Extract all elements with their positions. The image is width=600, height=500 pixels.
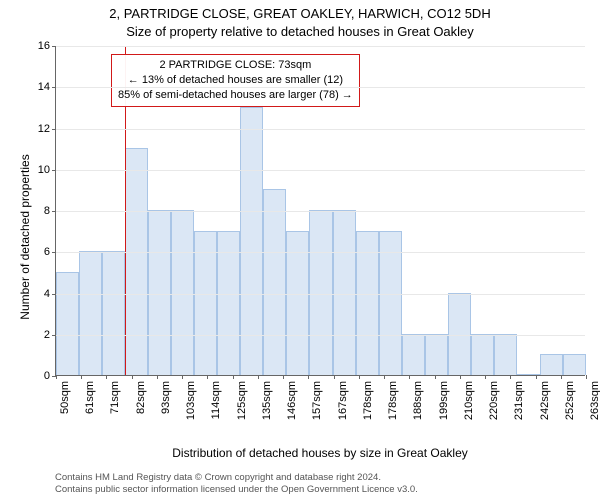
- x-tick-mark: [460, 375, 461, 379]
- y-tick-label: 14: [26, 81, 56, 93]
- x-tick-label: 242sqm: [539, 381, 551, 420]
- x-tick-label: 263sqm: [589, 381, 600, 420]
- x-tick-mark: [207, 375, 208, 379]
- chart-title-line1: 2, PARTRIDGE CLOSE, GREAT OAKLEY, HARWIC…: [0, 6, 600, 21]
- y-tick-label: 0: [26, 370, 56, 382]
- chart-title-line2: Size of property relative to detached ho…: [0, 24, 600, 39]
- y-gridline: [56, 335, 585, 336]
- histogram-bar: [171, 210, 194, 375]
- x-tick-label: 167sqm: [337, 381, 349, 420]
- histogram-bar: [263, 189, 286, 375]
- histogram-bar: [402, 334, 425, 375]
- footer-attribution: Contains HM Land Registry data © Crown c…: [55, 472, 585, 496]
- plot-area: 2 PARTRIDGE CLOSE: 73sqm ← 13% of detach…: [55, 46, 585, 376]
- annotation-line3: 85% of semi-detached houses are larger (…: [118, 88, 353, 103]
- x-tick-mark: [233, 375, 234, 379]
- x-tick-label: 61sqm: [84, 381, 96, 414]
- x-tick-label: 178sqm: [362, 381, 374, 420]
- x-tick-mark: [359, 375, 360, 379]
- x-tick-mark: [182, 375, 183, 379]
- x-tick-mark: [510, 375, 511, 379]
- histogram-bar: [540, 354, 563, 375]
- histogram-bar: [425, 334, 448, 375]
- y-tick-label: 4: [26, 288, 56, 300]
- histogram-bar: [148, 210, 171, 375]
- y-gridline: [56, 252, 585, 253]
- histogram-bar: [56, 272, 79, 375]
- x-tick-mark: [384, 375, 385, 379]
- histogram-bar: [448, 293, 471, 376]
- y-gridline: [56, 170, 585, 171]
- x-tick-label: 210sqm: [463, 381, 475, 420]
- x-tick-mark: [308, 375, 309, 379]
- x-tick-mark: [258, 375, 259, 379]
- x-tick-label: 199sqm: [438, 381, 450, 420]
- annotation-box: 2 PARTRIDGE CLOSE: 73sqm ← 13% of detach…: [111, 54, 360, 107]
- x-tick-label: 188sqm: [412, 381, 424, 420]
- x-tick-mark: [81, 375, 82, 379]
- x-tick-mark: [409, 375, 410, 379]
- x-tick-label: 252sqm: [564, 381, 576, 420]
- footer-line2: Contains public sector information licen…: [55, 484, 585, 496]
- x-tick-mark: [586, 375, 587, 379]
- x-tick-mark: [106, 375, 107, 379]
- x-tick-label: 146sqm: [286, 381, 298, 420]
- x-tick-mark: [283, 375, 284, 379]
- y-tick-label: 16: [26, 40, 56, 52]
- y-tick-label: 8: [26, 205, 56, 217]
- x-tick-mark: [485, 375, 486, 379]
- x-tick-label: 125sqm: [236, 381, 248, 420]
- x-tick-mark: [157, 375, 158, 379]
- histogram-bar: [494, 334, 517, 375]
- y-tick-label: 12: [26, 123, 56, 135]
- x-tick-label: 231sqm: [513, 381, 525, 420]
- histogram-bar: [333, 210, 356, 375]
- y-gridline: [56, 211, 585, 212]
- x-axis-label: Distribution of detached houses by size …: [55, 446, 585, 460]
- annotation-line1: 2 PARTRIDGE CLOSE: 73sqm: [118, 58, 353, 73]
- x-tick-mark: [56, 375, 57, 379]
- footer-line1: Contains HM Land Registry data © Crown c…: [55, 472, 585, 484]
- y-gridline: [56, 129, 585, 130]
- histogram-bar: [125, 148, 148, 375]
- chart-container: 2, PARTRIDGE CLOSE, GREAT OAKLEY, HARWIC…: [0, 0, 600, 500]
- y-tick-label: 2: [26, 329, 56, 341]
- histogram-bar: [471, 334, 494, 375]
- x-tick-label: 114sqm: [210, 381, 222, 419]
- y-tick-label: 6: [26, 246, 56, 258]
- x-tick-mark: [132, 375, 133, 379]
- x-tick-mark: [334, 375, 335, 379]
- x-tick-mark: [561, 375, 562, 379]
- histogram-bar: [563, 354, 586, 375]
- y-gridline: [56, 87, 585, 88]
- x-tick-label: 82sqm: [135, 381, 147, 414]
- x-tick-label: 103sqm: [185, 381, 197, 420]
- histogram-bar: [102, 251, 125, 375]
- x-tick-label: 157sqm: [311, 381, 323, 420]
- annotation-line2: ← 13% of detached houses are smaller (12…: [118, 73, 353, 88]
- y-gridline: [56, 46, 585, 47]
- histogram-bar: [79, 251, 102, 375]
- x-tick-mark: [536, 375, 537, 379]
- x-tick-label: 135sqm: [261, 381, 273, 420]
- histogram-bar: [309, 210, 332, 375]
- x-tick-label: 93sqm: [160, 381, 172, 414]
- x-tick-label: 220sqm: [488, 381, 500, 420]
- x-tick-label: 178sqm: [387, 381, 399, 420]
- x-tick-label: 71sqm: [109, 381, 121, 414]
- x-tick-mark: [435, 375, 436, 379]
- y-gridline: [56, 294, 585, 295]
- x-tick-label: 50sqm: [59, 381, 71, 414]
- y-tick-label: 10: [26, 164, 56, 176]
